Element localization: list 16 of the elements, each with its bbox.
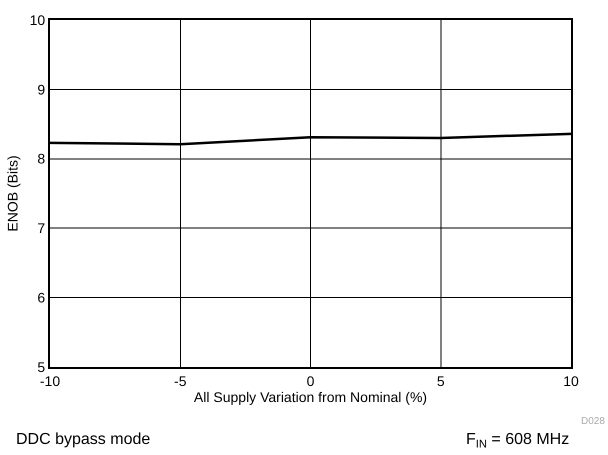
x-tick-label: -10 — [40, 372, 60, 389]
x-tick-label: -5 — [174, 372, 187, 389]
text: D028 — [581, 416, 606, 427]
y-tick-label: 9 — [37, 81, 46, 98]
y-tick-label: 6 — [37, 290, 46, 306]
x-tick-label: 5 — [436, 372, 445, 389]
text: DDC bypass mode — [16, 431, 150, 448]
y-tick-label: 10 — [30, 12, 46, 28]
x-tick-label: 10 — [563, 372, 579, 389]
text: F$_{IN}$ = 608 MHz — [466, 431, 570, 450]
x-axis-title: All Supply Variation from Nominal (%) — [194, 388, 428, 405]
y-axis-title: ENOB (Bits) — [4, 155, 21, 232]
y-tick-label: 5 — [37, 358, 46, 375]
x-tick-label: 0 — [306, 372, 315, 389]
y-tick-label: 7 — [37, 220, 46, 236]
y-tick-label: 8 — [37, 150, 46, 167]
